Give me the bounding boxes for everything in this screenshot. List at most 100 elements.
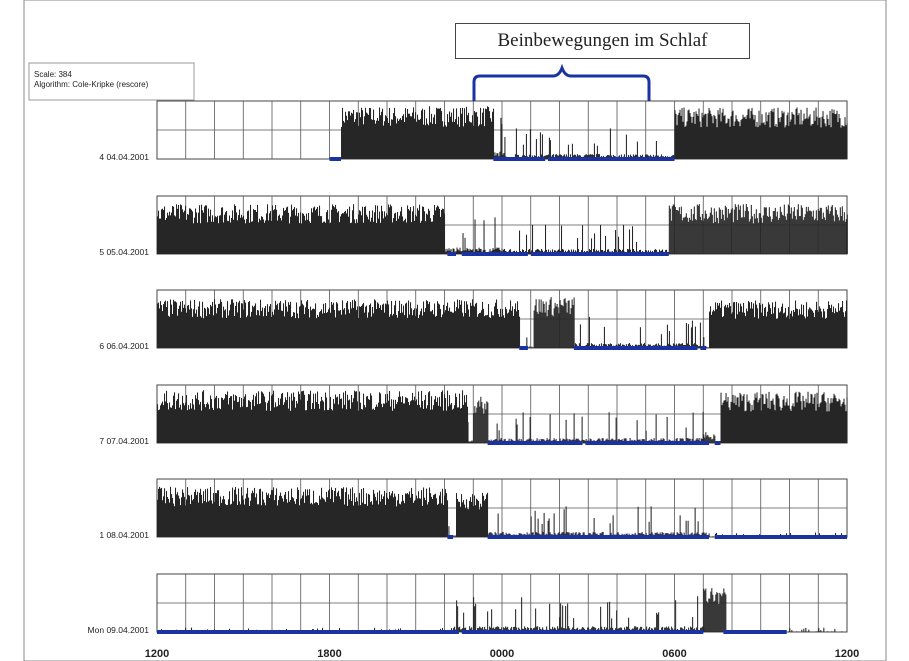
activity-bar bbox=[320, 311, 322, 348]
activity-bar bbox=[424, 497, 426, 537]
activity-bar bbox=[712, 123, 714, 159]
activity-bar bbox=[541, 312, 543, 348]
activity-bar bbox=[217, 307, 219, 348]
activity-bar bbox=[200, 488, 202, 537]
activity-bar bbox=[635, 626, 637, 632]
activity-bar bbox=[716, 592, 718, 632]
activity-bar bbox=[502, 531, 504, 537]
activity-bar bbox=[425, 125, 427, 159]
activity-bar bbox=[789, 319, 791, 348]
activity-bar bbox=[304, 215, 306, 254]
activity-bar bbox=[536, 438, 538, 443]
activity-bar bbox=[463, 500, 465, 537]
activity-bar bbox=[763, 122, 765, 159]
activity-bar bbox=[827, 631, 829, 632]
activity-bar bbox=[353, 505, 355, 537]
activity-bar bbox=[466, 247, 468, 254]
activity-bar bbox=[474, 495, 476, 537]
activity-bar bbox=[773, 313, 775, 348]
activity-bar bbox=[516, 627, 518, 632]
x-tick-label: 1200 bbox=[145, 648, 169, 660]
activity-bar bbox=[664, 627, 666, 632]
activity-bar bbox=[336, 302, 338, 348]
activity-bar bbox=[832, 312, 834, 348]
activity-bar bbox=[269, 498, 271, 537]
activity-bar bbox=[595, 154, 597, 159]
activity-bar bbox=[659, 532, 661, 537]
activity-bar bbox=[459, 126, 461, 159]
activity-bar bbox=[262, 491, 264, 537]
activity-bar bbox=[483, 108, 485, 159]
activity-bar bbox=[500, 308, 502, 348]
activity-bar bbox=[284, 402, 286, 443]
activity-bar bbox=[538, 299, 540, 348]
sleep-period bbox=[548, 157, 675, 161]
activity-bar bbox=[436, 107, 438, 159]
activity-bar bbox=[715, 211, 717, 254]
activity-bar bbox=[739, 205, 741, 254]
activity-bar bbox=[738, 303, 740, 348]
activity-bar bbox=[834, 313, 836, 348]
activity-bar bbox=[376, 120, 378, 159]
activity-bar bbox=[223, 399, 225, 443]
activity-bar bbox=[398, 494, 400, 537]
activity-bar bbox=[247, 211, 249, 254]
activity-bar bbox=[771, 400, 773, 443]
activity-bar bbox=[822, 317, 824, 348]
activity-bar bbox=[806, 211, 808, 254]
activity-bar bbox=[441, 111, 443, 159]
activity-bar bbox=[406, 117, 408, 159]
activity-bar bbox=[817, 125, 819, 159]
activity-bar bbox=[457, 124, 459, 159]
activity-bar bbox=[498, 626, 500, 632]
activity-bar bbox=[808, 116, 810, 159]
activity-bar bbox=[238, 215, 240, 254]
activity-bar bbox=[280, 398, 282, 443]
activity-bar bbox=[316, 208, 318, 254]
activity-bar bbox=[160, 301, 162, 348]
activity-bar bbox=[217, 408, 219, 443]
activity-bar bbox=[259, 315, 261, 348]
activity-bar bbox=[798, 113, 800, 159]
activity-bar bbox=[177, 315, 179, 348]
activity-bar bbox=[452, 312, 454, 348]
activity-bar bbox=[567, 532, 569, 537]
activity-bar bbox=[788, 631, 790, 632]
activity-bar bbox=[213, 315, 215, 348]
activity-bar bbox=[694, 507, 696, 537]
activity-bar bbox=[750, 308, 752, 348]
activity-bar bbox=[440, 309, 442, 348]
activity-bar bbox=[313, 207, 315, 254]
activity-bar bbox=[300, 499, 302, 537]
activity-bar bbox=[350, 115, 352, 159]
activity-bar bbox=[610, 532, 612, 537]
activity-bar bbox=[161, 487, 163, 537]
activity-bar bbox=[371, 501, 373, 537]
activity-bar bbox=[249, 400, 251, 443]
activity-bar bbox=[507, 626, 509, 632]
activity-bar bbox=[758, 213, 760, 254]
activity-bar bbox=[474, 606, 476, 632]
activity-bar bbox=[583, 627, 585, 632]
activity-bar bbox=[181, 409, 183, 443]
activity-bar bbox=[490, 532, 492, 537]
activity-bar bbox=[349, 111, 351, 159]
activity-bar bbox=[457, 606, 459, 632]
activity-bar bbox=[211, 500, 213, 537]
activity-bar bbox=[461, 300, 463, 348]
activity-bar bbox=[411, 222, 413, 254]
activity-bar bbox=[752, 409, 754, 443]
activity-bar bbox=[275, 495, 277, 537]
activity-bar bbox=[558, 154, 560, 159]
activity-bar bbox=[212, 503, 214, 537]
activity-bar bbox=[676, 532, 678, 537]
activity-bar bbox=[211, 221, 213, 254]
activity-bar bbox=[426, 408, 428, 443]
activity-bar bbox=[176, 302, 178, 348]
activity-bar bbox=[838, 303, 840, 348]
activity-bar bbox=[515, 609, 517, 632]
activity-bar bbox=[448, 526, 450, 537]
activity-bar bbox=[682, 438, 684, 443]
activity-bar bbox=[310, 503, 312, 537]
